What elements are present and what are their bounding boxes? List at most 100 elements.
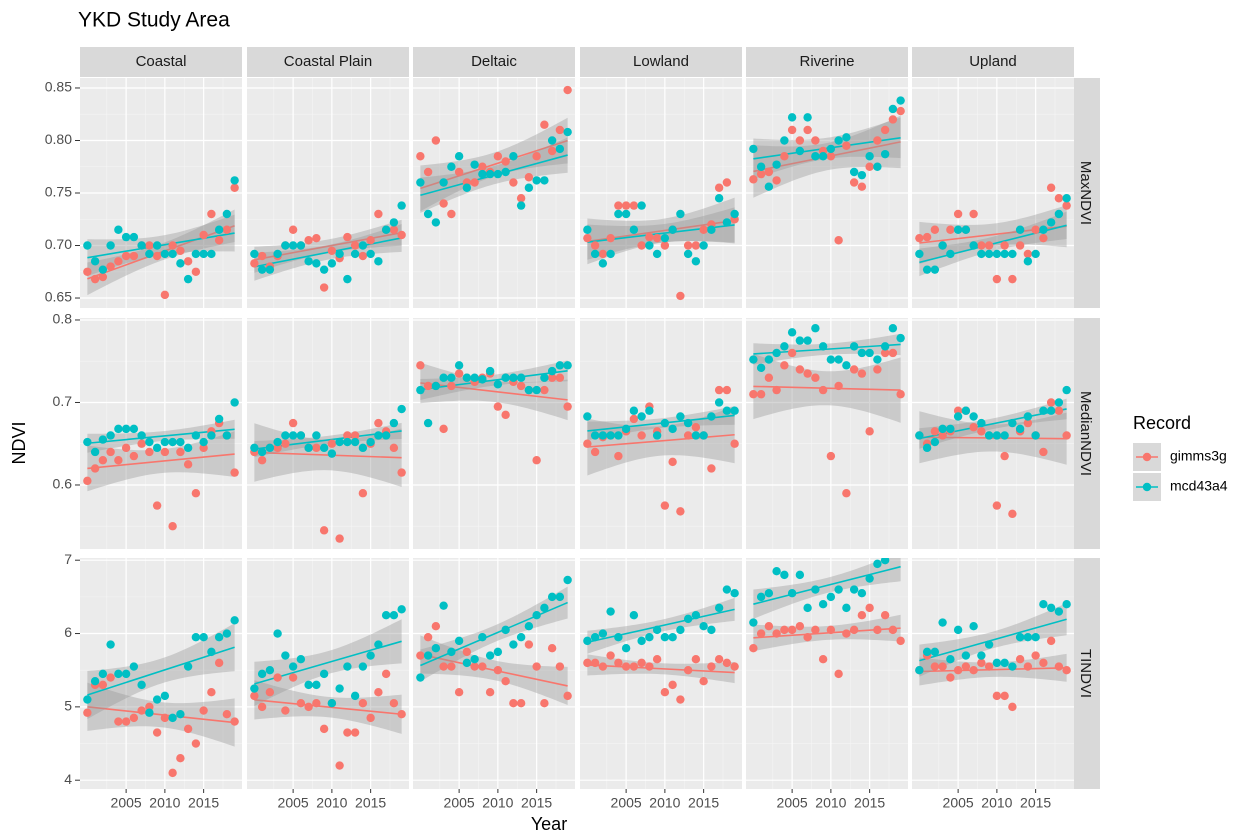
point — [547, 146, 557, 156]
x-tick-label: 2005 — [611, 795, 642, 811]
point — [969, 622, 978, 631]
point — [707, 625, 716, 635]
point — [168, 437, 177, 447]
point — [540, 120, 549, 129]
point — [160, 249, 170, 259]
point — [857, 369, 867, 378]
y-tick-label: 4 — [64, 771, 72, 787]
point — [563, 575, 572, 585]
point — [1054, 662, 1064, 671]
point — [660, 233, 670, 243]
point — [961, 225, 971, 234]
point — [922, 265, 932, 274]
point — [873, 559, 882, 569]
point — [780, 342, 789, 351]
point — [621, 662, 631, 671]
point — [896, 333, 905, 343]
point — [319, 526, 329, 535]
point — [540, 373, 549, 382]
point — [478, 375, 487, 384]
point — [431, 381, 441, 391]
point — [803, 369, 812, 378]
point — [547, 136, 557, 145]
point — [98, 435, 108, 444]
point — [714, 385, 724, 395]
point — [749, 390, 758, 399]
point — [288, 673, 298, 682]
point — [849, 585, 859, 594]
point — [930, 437, 940, 447]
point — [509, 152, 518, 161]
x-tick-label: 2010 — [482, 795, 513, 811]
point — [865, 427, 874, 436]
point — [90, 677, 100, 686]
point — [1031, 225, 1040, 234]
point — [454, 152, 464, 161]
point — [191, 249, 201, 259]
point — [281, 439, 290, 448]
point — [281, 651, 290, 660]
point — [168, 768, 177, 778]
point — [938, 618, 947, 627]
trend-line — [87, 453, 235, 470]
legend-label: mcd43a4 — [1170, 478, 1228, 494]
point — [1015, 633, 1025, 642]
point — [795, 146, 805, 156]
point — [849, 342, 859, 351]
point — [389, 611, 399, 620]
point — [555, 373, 565, 382]
strip-label: Coastal Plain — [284, 53, 372, 70]
point — [207, 249, 216, 259]
point — [1023, 412, 1033, 421]
point — [335, 437, 344, 447]
point — [1008, 249, 1017, 259]
y-tick-label: 5 — [64, 698, 72, 714]
point — [842, 141, 851, 150]
point — [795, 622, 805, 631]
point — [873, 365, 882, 374]
point — [416, 651, 425, 660]
point — [106, 262, 115, 271]
point — [304, 236, 313, 245]
point — [896, 96, 905, 105]
point — [501, 167, 510, 177]
point — [880, 342, 890, 351]
point — [1015, 241, 1025, 250]
point — [176, 437, 185, 447]
point — [516, 373, 526, 382]
point — [865, 574, 874, 583]
point — [811, 136, 820, 145]
point — [865, 603, 874, 613]
point — [756, 629, 766, 638]
point — [977, 658, 986, 668]
point — [590, 633, 600, 642]
x-tick-label: 2005 — [444, 795, 475, 811]
point — [462, 647, 472, 657]
legend-marker — [1142, 452, 1152, 462]
point — [772, 160, 781, 169]
point — [1031, 651, 1040, 660]
point — [652, 249, 662, 259]
point — [83, 437, 92, 447]
point — [168, 713, 177, 723]
trend-line — [919, 666, 1067, 673]
point — [961, 662, 971, 671]
trend-line — [254, 699, 402, 716]
point — [953, 666, 963, 675]
point — [374, 418, 383, 428]
point — [826, 451, 836, 461]
point — [583, 636, 592, 646]
point — [478, 162, 487, 171]
point — [772, 567, 781, 576]
point — [977, 241, 986, 250]
strip-label: Deltaic — [471, 53, 517, 70]
point — [183, 257, 193, 266]
point — [493, 152, 503, 161]
point — [160, 713, 170, 723]
point — [524, 640, 534, 649]
panel-data — [749, 558, 905, 679]
point — [818, 600, 828, 609]
point — [358, 489, 368, 498]
strip-label: Lowland — [633, 53, 689, 70]
point — [257, 265, 267, 274]
